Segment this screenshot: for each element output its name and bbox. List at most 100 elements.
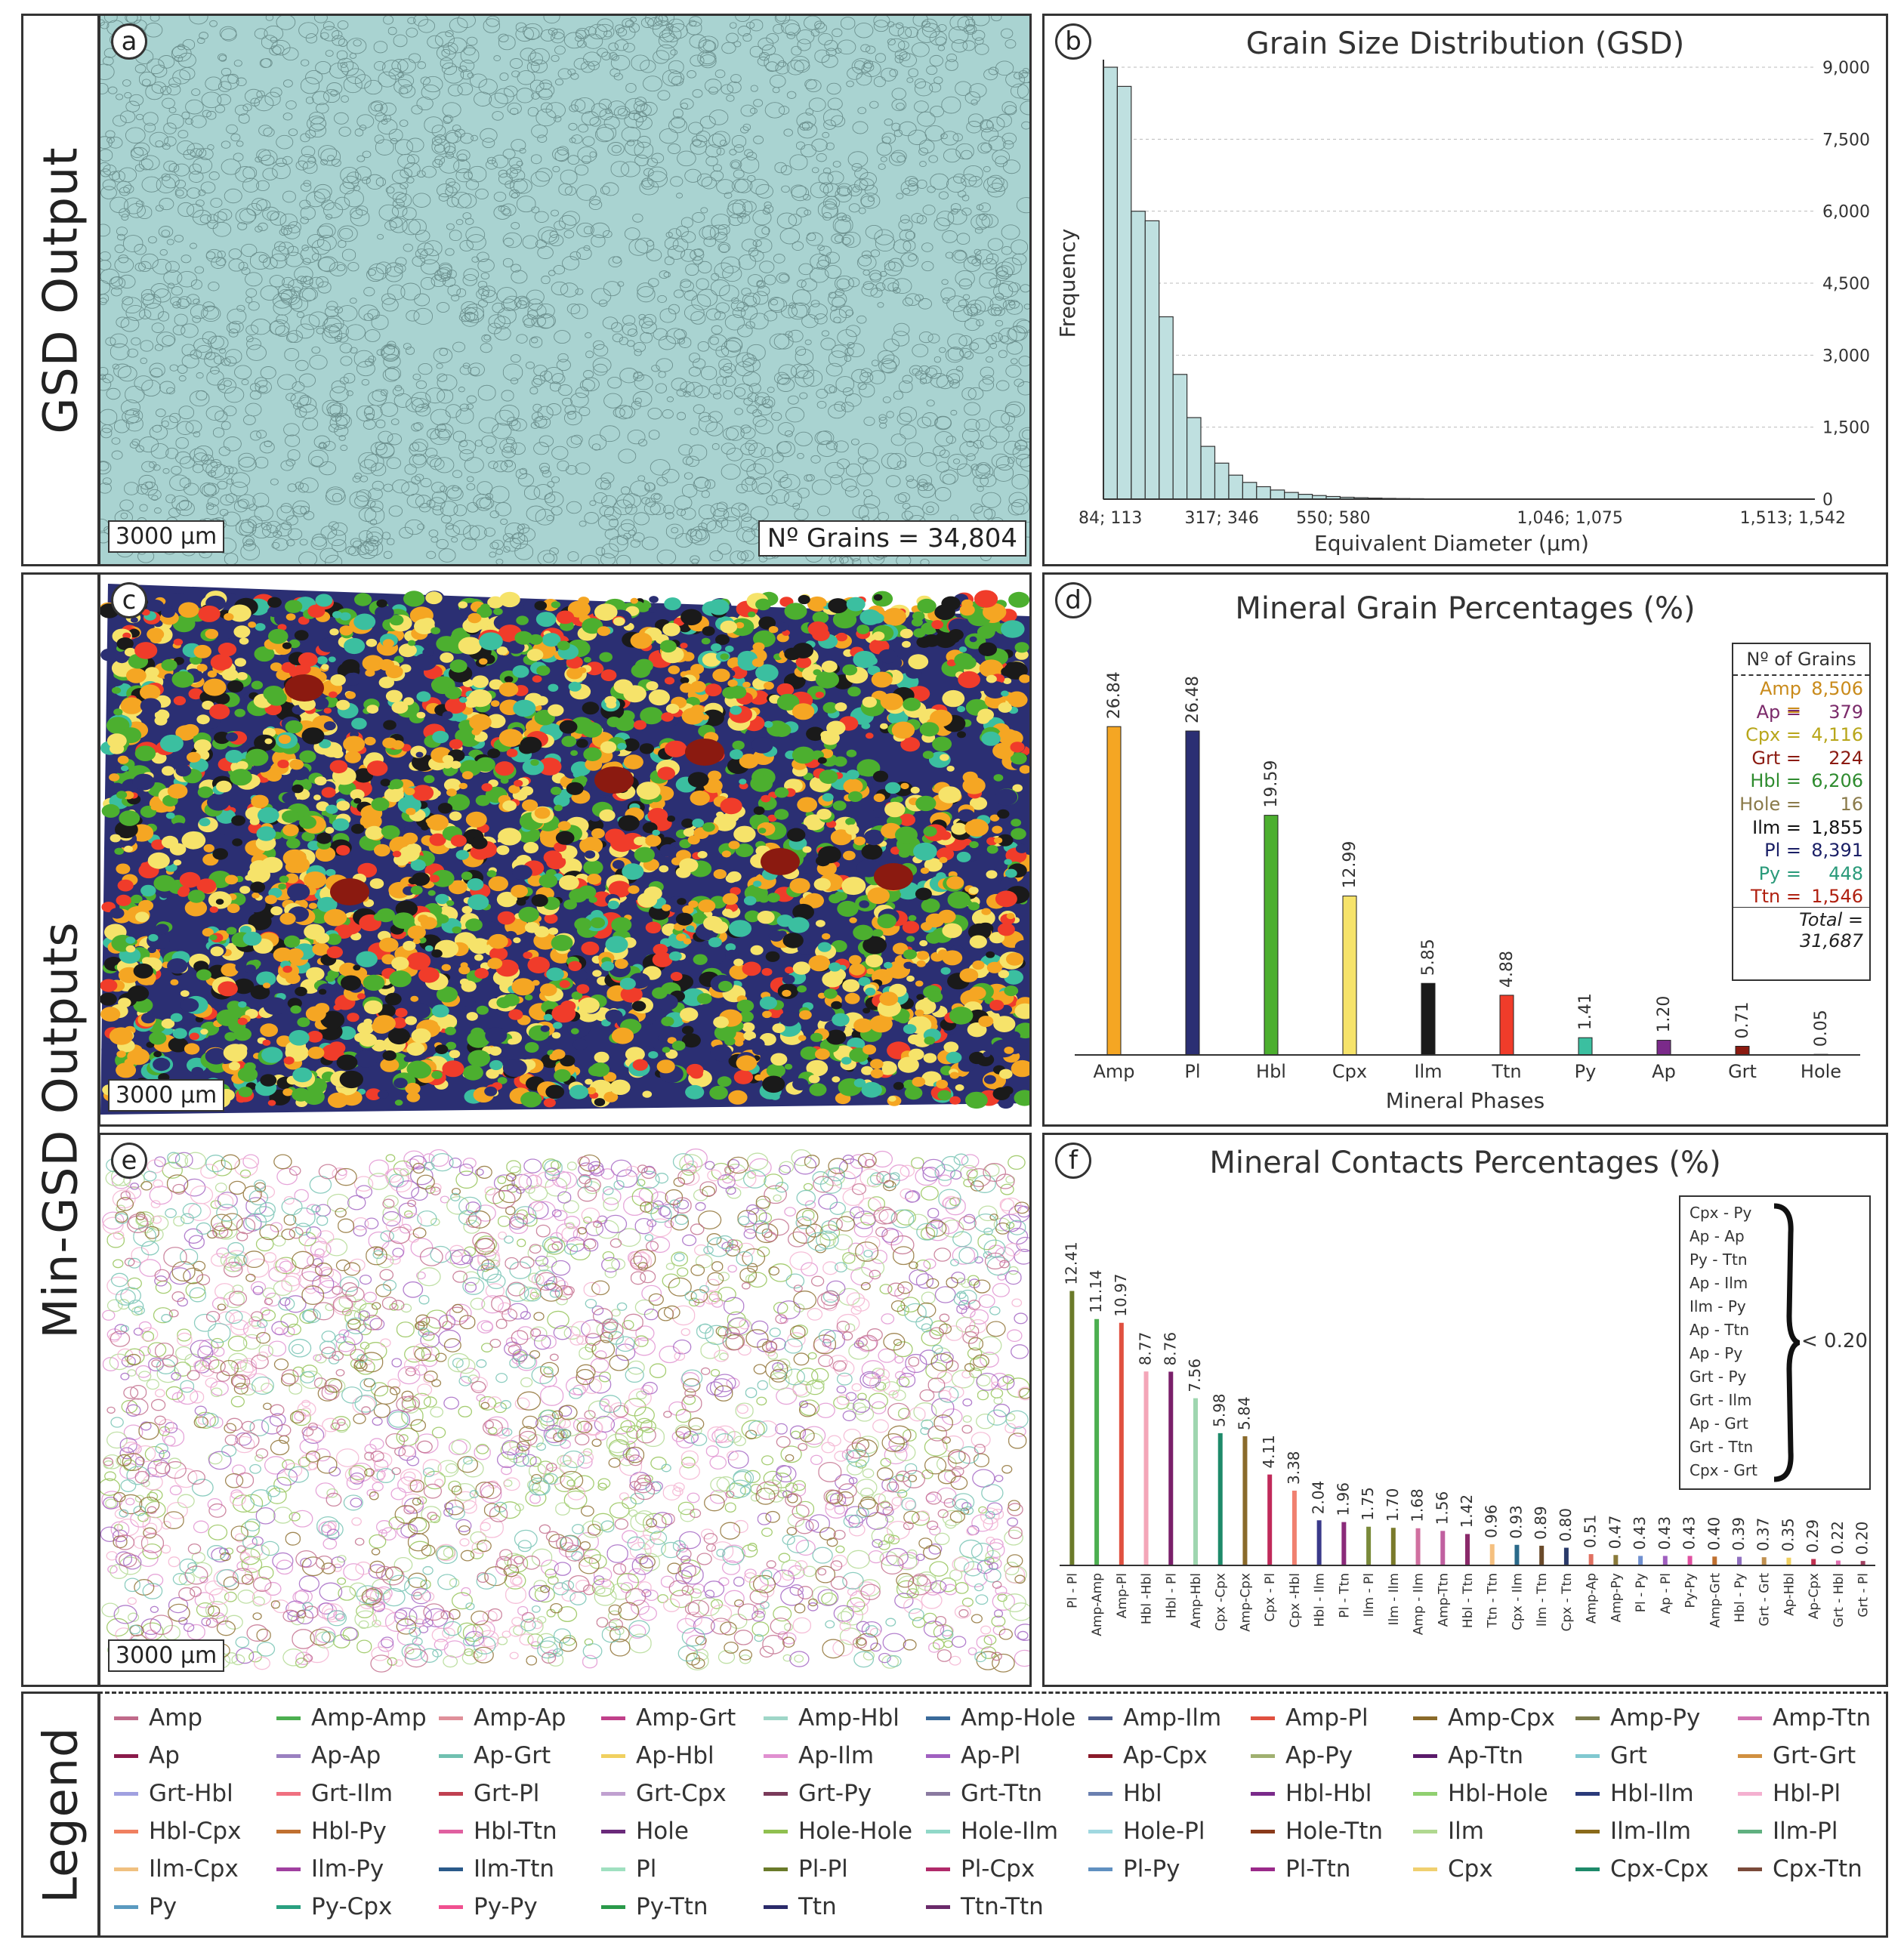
legend-swatch [276,1791,301,1796]
contact-bar [1094,1318,1100,1565]
hist-bar [1159,316,1174,500]
legend-label: Pl-Py [1123,1855,1180,1883]
data-label: 0.22 [1828,1521,1847,1555]
legend-label: Ap-Ap [311,1742,381,1769]
legend-swatch [1738,1867,1762,1871]
panel-label-f: f [1055,1143,1091,1179]
category-label: Ttn [1491,1061,1521,1082]
data-label: 4.11 [1260,1435,1278,1469]
legend-label: Amp-Hbl [798,1704,900,1732]
legend-label: Ttn [798,1893,837,1920]
legend-label: Hbl-Hbl [1285,1780,1372,1807]
x-tick-label: 317; 346 [1185,509,1259,528]
data-label: 0.89 [1532,1506,1550,1540]
legend-label: Hbl-Hole [1448,1780,1548,1807]
category-label: Hbl [1256,1061,1286,1082]
panel-c: c 3000 µm [98,572,1032,1127]
contact-bar [1168,1371,1174,1565]
contacts-note-items: Cpx - Py Ap - Ap Py - Ttn Ap - Ilm Ilm - Py A… [1690,1201,1757,1482]
grains-table-value: 224 [1828,747,1863,769]
legend-item: Cpx-Ttn [1738,1855,1862,1883]
grains-table-mineral: Ap = [1756,701,1801,723]
contact-bar [1514,1544,1520,1565]
legend-swatch [1251,1867,1275,1871]
legend-swatch [1575,1829,1600,1833]
data-label: 0.39 [1730,1517,1748,1551]
hist-bar [1228,474,1243,500]
data-label: 8.76 [1161,1332,1179,1366]
grains-table-mineral: Hbl = [1750,770,1801,792]
legend-swatch [439,1904,463,1909]
legend-label: Amp-Ilm [1123,1704,1222,1732]
legend-swatch [1088,1716,1112,1720]
legend-label: Amp-Pl [1285,1704,1369,1732]
legend-item: Hbl-Ttn [439,1818,557,1845]
contacts-note-item: Grt - Ilm [1690,1391,1752,1409]
category-label: Cpx -Hbl [1288,1573,1303,1628]
category-label: Grt - Hbl [1831,1573,1847,1627]
legend-item: Pl-Cpx [926,1855,1035,1883]
x-axis-label: Equivalent Diameter (µm) [1314,531,1589,556]
legend-swatch [276,1753,301,1758]
contacts-threshold: < 0.20 [1801,1330,1868,1352]
data-label: 0.37 [1754,1518,1773,1552]
data-label: 0.43 [1656,1516,1674,1550]
y-tick-label: 3,000 [1822,347,1870,365]
legend-label: Hole-Ilm [961,1818,1059,1845]
legend-swatch [1413,1867,1437,1871]
legend-label: Amp-Amp [311,1704,427,1732]
legend-item: Ap-Ilm [764,1742,874,1769]
category-label: Py [1575,1061,1597,1082]
category-label: Ilm - Ttn [1535,1573,1550,1627]
legend-label: Cpx-Ttn [1773,1855,1862,1883]
legend-swatch [1575,1867,1600,1871]
legend-label: Hole [636,1818,689,1845]
legend-swatch [1088,1829,1112,1833]
hist-bar [1214,462,1230,500]
mineral-map-c [100,584,1029,1115]
category-label: Cpx -Cpx [1214,1573,1229,1631]
panel-f: f Mineral Contacts Percentages (%) 12.41 P… [1042,1133,1888,1687]
legend-label: Py-Cpx [311,1893,393,1920]
grains-table-row: Hbl = 6,206 [1733,768,1869,791]
grains-table-mineral: Ttn = [1750,886,1801,908]
legend-item: Ap-Grt [439,1742,551,1769]
scale-bar-a: 3000 µm [108,520,225,553]
row-label-legend: Legend [21,1692,100,1938]
grains-table-value: 8,506 [1811,678,1863,699]
legend-item: Ap-Cpx [1088,1742,1208,1769]
category-label: Ilm - Ilm [1387,1573,1402,1626]
row-label-legend-text: Legend [32,1726,88,1903]
legend-label: Amp-Ttn [1773,1704,1872,1732]
grains-table-value: 16 [1840,793,1863,815]
data-label: 1.20 [1655,996,1674,1033]
category-label: Cpx [1332,1061,1367,1082]
data-label: 0.93 [1507,1505,1525,1539]
data-label: 19.59 [1262,760,1281,808]
legend-swatch [276,1867,301,1871]
legend-item: Py-Ttn [601,1893,708,1920]
data-label: 0.51 [1582,1515,1600,1549]
legend-item: Grt-Cpx [601,1780,727,1807]
legend-item: Pl-Py [1088,1855,1180,1883]
grain-count-a: Nº Grains = 34,804 [758,520,1026,557]
grains-table-row: Hole = 16 [1733,791,1869,815]
legend-swatch [764,1867,788,1871]
legend-item: Hbl-Cpx [114,1818,241,1845]
legend-swatch [601,1829,625,1833]
contacts-note: Cpx - Py Ap - Ap Py - Ttn Ap - Ilm Ilm - Py A… [1679,1195,1871,1490]
contacts-note-item: Ap - Py [1690,1344,1743,1362]
legend-item: Ap-Py [1251,1742,1353,1769]
data-label: 1.68 [1409,1488,1427,1522]
data-label: 0.29 [1804,1519,1822,1553]
contact-map-e [100,1144,1029,1675]
category-label: Amp-Ttn [1436,1573,1451,1627]
panel-label-b: b [1055,23,1091,60]
contacts-note-item: Ap - Ttn [1690,1321,1750,1339]
category-label: Ilm [1414,1061,1442,1082]
hist-bar [1187,417,1202,500]
category-label: Amp-Grt [1708,1573,1723,1628]
legend-item: Grt-Ilm [276,1780,393,1807]
category-label: Hbl - Py [1733,1573,1748,1623]
contact-bar [1737,1556,1742,1565]
